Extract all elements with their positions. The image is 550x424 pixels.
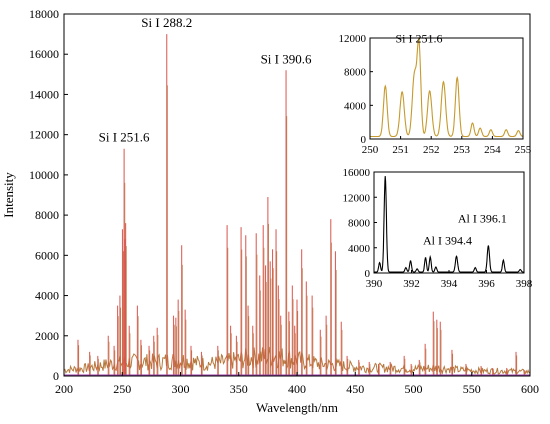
main-y-tick-label: 10000	[29, 168, 59, 182]
inset-si-x-tick-label: 250	[362, 144, 379, 156]
inset-al-y-tick-label: 12000	[343, 192, 371, 204]
main-x-tick-label: 300	[172, 382, 190, 396]
main-y-tick-label: 2000	[35, 329, 59, 343]
inset-si-frame	[369, 37, 524, 140]
inset-al-x-axis: 390 392 394 396 398	[366, 270, 533, 290]
main-x-tick-label: 350	[230, 382, 248, 396]
inset-al-x-tick-label: 392	[403, 278, 420, 290]
main-y-tick-label: 16000	[29, 47, 59, 61]
inset-si-marks	[370, 36, 524, 138]
main-y-tick-label: 14000	[29, 87, 59, 101]
inset-si-y-axis: 0 4000 8000 12000	[339, 33, 373, 146]
main-peak-label: Si I 288.2	[141, 15, 192, 30]
inset-si-y-tick-label: 8000	[344, 67, 367, 79]
inset-al-x-tick-label: 398	[516, 278, 533, 290]
inset-si-x-tick-label: 252	[423, 144, 440, 156]
main-y-tick-label: 12000	[29, 128, 59, 142]
inset-si-background	[370, 38, 523, 139]
inset-al-plot: 390 392 394 396 398 0 4000 8000 12000 16000 Al I…	[343, 167, 533, 290]
main-x-tick-label: 250	[113, 382, 131, 396]
main-x-tick-label: 400	[288, 382, 306, 396]
main-y-tick-label: 8000	[35, 208, 59, 222]
inset-si-plot: 250 251 252 253 254 255 0 4000 8000 12000 Si I 2…	[339, 31, 532, 156]
inset-si-x-tick-label: 251	[392, 144, 409, 156]
inset-al-x-tick-label: 396	[478, 278, 495, 290]
main-marks	[63, 34, 531, 376]
inset-al-peak-annotations: Al I 396.1 Al I 394.4	[423, 212, 507, 248]
main-y-tick-label: 0	[53, 369, 59, 383]
main-y-axis-title: Intensity	[1, 172, 16, 218]
main-y-tick-label: 18000	[29, 7, 59, 21]
inset-si-x-tick-label: 255	[515, 144, 532, 156]
inset-si-y-tick-label: 12000	[339, 33, 367, 45]
main-x-tick-label: 500	[405, 382, 423, 396]
main-peak-annotations: Si I 251.6 Si I 288.2 Si I 390.6	[99, 15, 312, 145]
main-peak-label: Si I 390.6	[261, 51, 312, 66]
inset-al-x-tick-label: 394	[441, 278, 458, 290]
inset-si-y-tick-label: 0	[361, 134, 367, 146]
main-x-tick-label: 550	[463, 382, 481, 396]
inset-al-y-tick-label: 0	[365, 268, 371, 280]
main-plot: 200 250 300 350 400 450 500 550 600 0 2000 4000 600…	[1, 7, 539, 415]
main-x-tick-label: 600	[521, 382, 539, 396]
main-x-axis: 200 250 300 350 400 450 500 550 600	[55, 372, 539, 396]
inset-al-y-axis: 0 4000 8000 12000 16000	[343, 167, 377, 280]
main-y-tick-label: 6000	[35, 248, 59, 262]
inset-si-peak-annotations: Si I 251.6	[395, 31, 442, 45]
main-x-tick-label: 450	[346, 382, 364, 396]
inset-si-x-tick-label: 254	[484, 144, 501, 156]
inset-al-background	[374, 172, 524, 273]
inset-si-x-axis: 250 251 252 253 254 255	[362, 136, 532, 156]
inset-al-x-tick-label: 390	[366, 278, 383, 290]
inset-al-peak-label: Al I 394.4	[423, 234, 472, 248]
inset-al-peak-label: Al I 396.1	[458, 212, 507, 226]
inset-si-spectrum-line	[370, 36, 524, 138]
inset-al-y-tick-label: 16000	[343, 167, 371, 179]
main-x-tick-label: 200	[55, 382, 73, 396]
main-x-axis-title: Wavelength/nm	[256, 400, 338, 415]
inset-si-y-tick-label: 4000	[344, 100, 367, 112]
main-y-axis: 0 2000 4000 6000 8000 10000 12000 14000 16000 180…	[29, 7, 68, 383]
inset-al-y-tick-label: 8000	[348, 218, 371, 230]
main-y-tick-label: 4000	[35, 289, 59, 303]
inset-al-y-tick-label: 4000	[348, 243, 371, 255]
inset-si-peak-label: Si I 251.6	[395, 31, 442, 45]
main-peak-label: Si I 251.6	[99, 130, 150, 145]
inset-si-x-tick-label: 253	[454, 144, 471, 156]
